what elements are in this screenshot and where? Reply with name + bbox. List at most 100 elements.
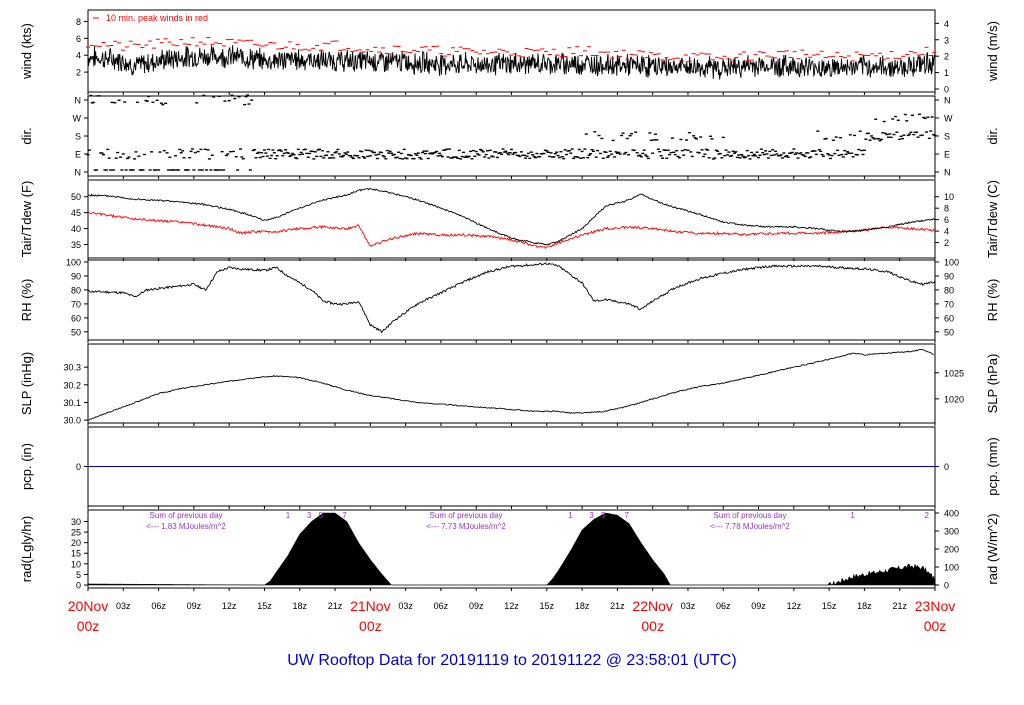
rh-left-tick-label: 70 <box>71 299 81 309</box>
pcp-right-axis-label: pcp. (mm) <box>985 437 1000 496</box>
slp-left-tick-label: 30.1 <box>63 398 81 408</box>
hour-tick-label: 18z <box>292 601 307 611</box>
day-label-hour: 00z <box>924 618 947 634</box>
air-temperature-line <box>87 187 936 246</box>
rh-left-axis-label: RH (%) <box>19 279 34 322</box>
rad-left-tick-label: 25 <box>71 528 81 538</box>
temp-right-tick-label: 4 <box>944 227 949 237</box>
slp-left-tick-label: 30.0 <box>63 416 81 426</box>
wind-legend-text: 10 min. peak winds in red <box>106 13 208 23</box>
rh-left-tick-label: 100 <box>66 258 81 268</box>
wind-left-tick-label: 4 <box>76 51 81 61</box>
dewpoint-line <box>87 211 936 250</box>
hour-tick-label: 03z <box>116 601 131 611</box>
wind-left-tick-label: 8 <box>76 17 81 27</box>
dir-left-axis-label: dir. <box>19 127 34 144</box>
temp-panel-frame <box>87 179 936 259</box>
rh-left-tick-label: 60 <box>71 313 81 323</box>
rh-left-tick-label: 80 <box>71 285 81 295</box>
rad-right-tick-label: 100 <box>944 563 959 573</box>
wind-speed-line <box>87 45 936 80</box>
relative-humidity-line <box>87 262 936 334</box>
slp-right-axis-label: SLP (hPa) <box>985 354 1000 414</box>
rad-right-tick-label: 0 <box>944 581 949 591</box>
radiation-note-total: <--- 1.83 MJoules/m^2 <box>146 522 226 531</box>
slp-left-tick-label: 30.2 <box>63 380 81 390</box>
rh-right-tick-label: 50 <box>944 327 954 337</box>
wind-right-tick-label: 4 <box>944 19 949 29</box>
hour-tick-label: 18z <box>575 601 590 611</box>
temp-right-axis-label: Tair/Tdew (C) <box>985 180 1000 258</box>
rad-left-tick-label: 15 <box>71 549 81 559</box>
uv-index-mark: 7 <box>342 511 347 520</box>
radiation-note-heading: Sum of previous day <box>150 511 223 520</box>
pcp-left-tick-label: 0 <box>76 462 81 472</box>
wind-right-tick-label: 3 <box>944 35 949 45</box>
rad-left-tick-label: 30 <box>71 517 81 527</box>
dir-left-tick-label: N <box>75 168 82 178</box>
page-title: UW Rooftop Data for 20191119 to 20191122… <box>287 652 736 669</box>
wind-right-tick-label: 0 <box>944 85 949 95</box>
slp-right-tick-label: 1025 <box>944 368 964 378</box>
uv-index-mark: 3 <box>589 511 594 520</box>
hour-tick-label: 06z <box>151 601 166 611</box>
day-label-hour: 00z <box>641 618 664 634</box>
rh-panel-frame <box>87 259 936 341</box>
rad-left-axis-label: rad(Lgly/hr) <box>19 516 34 582</box>
hour-tick-label: 09z <box>187 601 202 611</box>
rh-right-tick-label: 60 <box>944 313 954 323</box>
dir-left-tick-label: E <box>75 150 81 160</box>
rh-right-tick-label: 100 <box>944 258 959 268</box>
rh-right-tick-label: 80 <box>944 285 954 295</box>
dir-right-tick-label: W <box>944 114 953 124</box>
dir-right-tick-label: E <box>944 150 950 160</box>
slp-right-tick-label: 1020 <box>944 394 964 404</box>
sea-level-pressure-line <box>87 348 934 421</box>
dir-left-tick-label: W <box>73 114 82 124</box>
uv-index-mark: 3 <box>307 511 312 520</box>
uv-index-mark: 7 <box>625 511 630 520</box>
day-label-hour: 00z <box>77 618 100 634</box>
hour-tick-label: 06z <box>716 601 731 611</box>
temp-left-axis-label: Tair/Tdew (F) <box>19 181 34 258</box>
rad-right-tick-label: 300 <box>944 527 959 537</box>
rh-right-tick-label: 70 <box>944 299 954 309</box>
day-label-date: 23Nov <box>915 598 955 614</box>
radiation-note-total: <--- 7.73 MJoules/m^2 <box>426 522 506 531</box>
rad-left-tick-label: 10 <box>71 559 81 569</box>
rh-right-tick-label: 90 <box>944 271 954 281</box>
hour-tick-label: 21z <box>892 601 907 611</box>
radiation-note-total: <--- 7.78 MJoules/m^2 <box>710 522 790 531</box>
dir-panel-frame <box>87 95 936 177</box>
dir-right-tick-label: S <box>944 132 950 142</box>
temp-right-tick-label: 2 <box>944 238 949 248</box>
hour-tick-label: 15z <box>257 601 272 611</box>
wind-left-axis-label: wind (kts) <box>19 23 34 80</box>
hour-tick-label: 06z <box>434 601 449 611</box>
uv-index-mark: 1 <box>286 511 291 520</box>
day-label-date: 21Nov <box>350 598 390 614</box>
solar-radiation-area <box>87 512 936 586</box>
wind-panel-frame <box>87 9 936 93</box>
hour-tick-label: 03z <box>681 601 696 611</box>
wind-right-tick-label: 1 <box>944 68 949 78</box>
rad-right-axis-label: rad (W/m^2) <box>985 513 1000 584</box>
rad-left-tick-label: 0 <box>76 581 81 591</box>
hour-tick-label: 12z <box>222 601 237 611</box>
rad-left-tick-label: 5 <box>76 570 81 580</box>
dir-right-tick-label: N <box>944 168 951 178</box>
hour-tick-label: 18z <box>857 601 872 611</box>
uv-index-mark: 1 <box>850 511 855 520</box>
uv-index-mark: 2 <box>925 511 930 520</box>
uv-index-mark: 5 <box>319 511 324 520</box>
temp-right-tick-label: 8 <box>944 204 949 214</box>
hour-tick-label: 15z <box>540 601 555 611</box>
pcp-left-axis-label: pcp. (in) <box>19 443 34 490</box>
temp-left-tick-label: 45 <box>71 208 81 218</box>
day-label-date: 22Nov <box>632 598 672 614</box>
temp-left-tick-label: 35 <box>71 240 81 250</box>
rh-left-tick-label: 90 <box>71 271 81 281</box>
wind-right-axis-label: wind (m/s) <box>985 21 1000 82</box>
